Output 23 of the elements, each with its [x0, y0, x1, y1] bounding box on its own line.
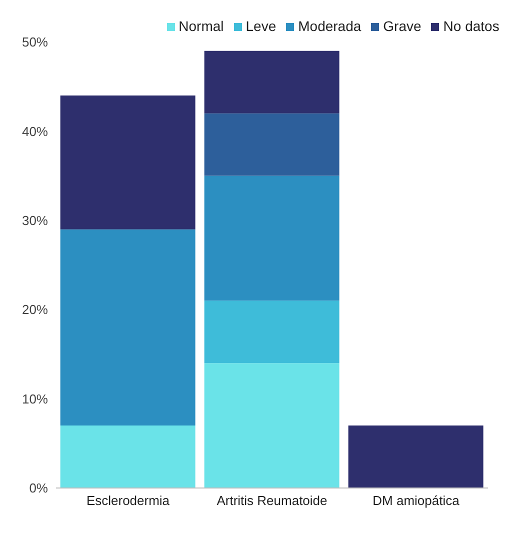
bar: [204, 176, 340, 301]
bar: [204, 113, 340, 176]
legend-label: Leve: [246, 18, 276, 34]
legend-label: Moderada: [298, 18, 362, 34]
y-tick-label: 10%: [22, 391, 48, 406]
x-tick-label: Esclerodermia: [86, 493, 170, 508]
legend-label: Normal: [178, 18, 224, 34]
bar: [60, 229, 196, 426]
y-tick-label: 40%: [22, 124, 48, 139]
legend-label: Grave: [383, 18, 422, 34]
x-tick-label: Artritis Reumatoide: [216, 493, 328, 508]
x-tick-label: DM amiopática: [372, 493, 460, 508]
bar: [204, 50, 340, 114]
y-tick-label: 20%: [22, 302, 48, 318]
y-tick-label: 0%: [29, 480, 48, 496]
legend-label: No datos: [443, 18, 500, 34]
y-tick-label: 30%: [22, 213, 48, 228]
bar: [60, 426, 196, 488]
bar: [204, 300, 340, 364]
bar: [348, 426, 484, 488]
bar: [60, 96, 196, 230]
y-tick-label: 50%: [22, 34, 48, 50]
bar: [204, 363, 340, 488]
